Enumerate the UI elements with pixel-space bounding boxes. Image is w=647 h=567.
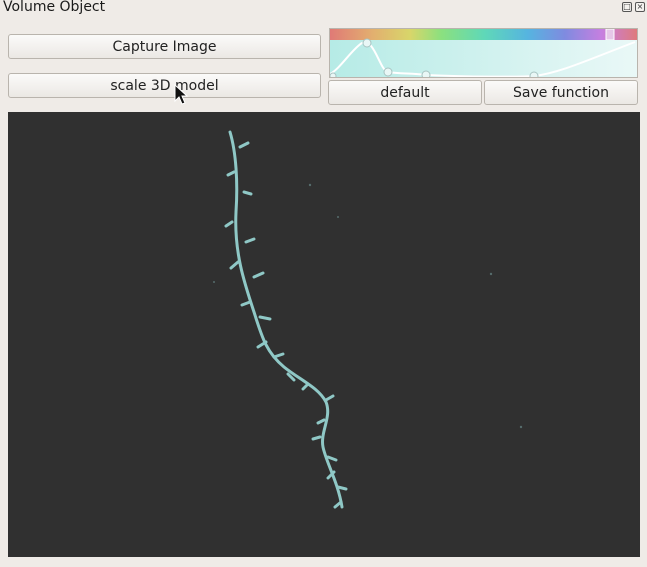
control-point[interactable]	[383, 67, 393, 77]
title-bar: Volume Object □ ×	[0, 0, 647, 18]
neuron-dendrite	[224, 130, 348, 509]
control-point[interactable]	[330, 72, 337, 78]
transfer-function-canvas[interactable]	[330, 29, 638, 78]
capture-image-button[interactable]: Capture Image	[8, 34, 321, 59]
volume-render[interactable]	[8, 112, 640, 557]
window-title: Volume Object	[3, 0, 106, 15]
control-point[interactable]	[421, 70, 431, 78]
opacity-curve	[330, 41, 636, 77]
save-function-button[interactable]: Save function	[484, 80, 638, 105]
transfer-function-editor[interactable]	[329, 28, 638, 78]
default-button[interactable]: default	[328, 80, 482, 105]
opacity-area	[330, 40, 637, 77]
control-point[interactable]	[362, 38, 372, 48]
3d-render-view[interactable]	[8, 112, 640, 557]
mouse-cursor-icon	[174, 84, 188, 105]
colormap-bar[interactable]	[330, 29, 638, 40]
scale-3d-model-button[interactable]: scale 3D model	[8, 73, 321, 98]
noise-specks	[213, 183, 523, 429]
color-handle[interactable]	[605, 29, 615, 41]
close-icon[interactable]: ×	[635, 2, 645, 12]
restore-icon[interactable]: □	[622, 2, 632, 12]
control-point[interactable]	[529, 71, 539, 78]
